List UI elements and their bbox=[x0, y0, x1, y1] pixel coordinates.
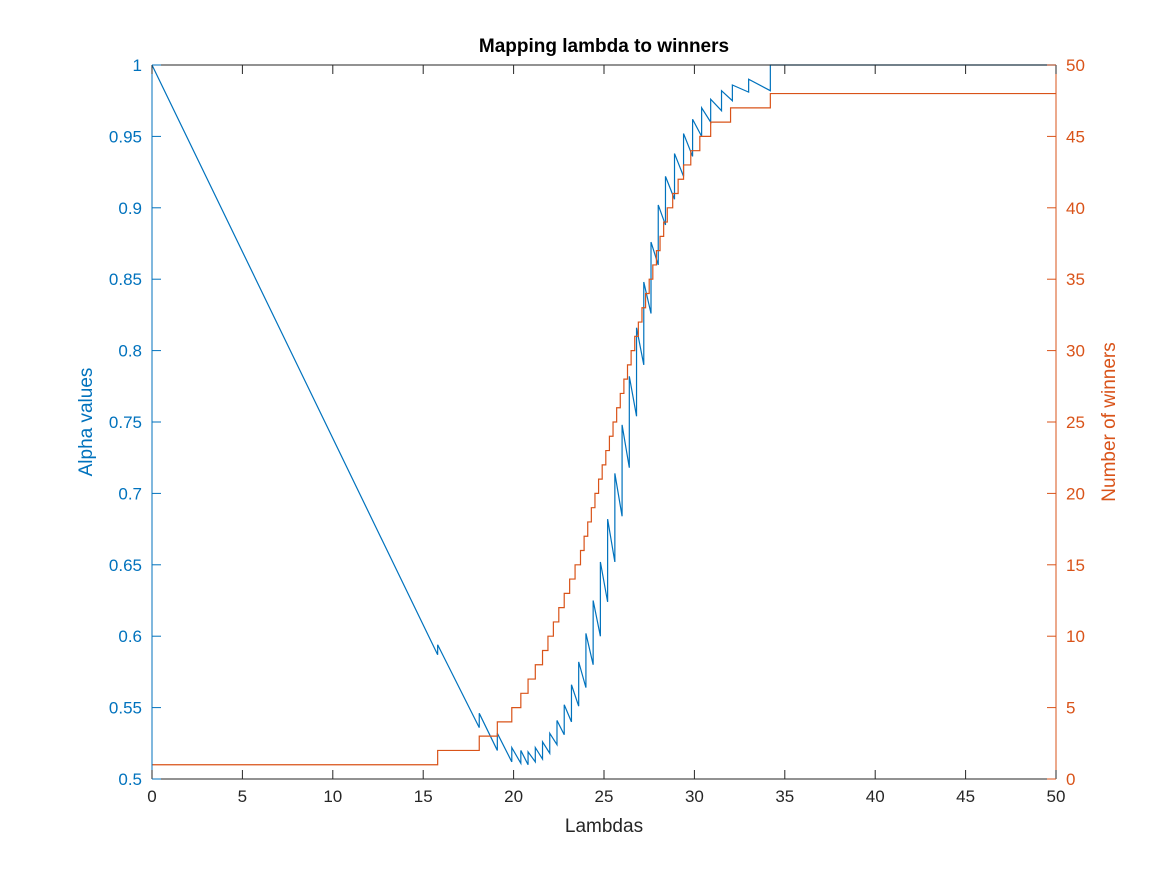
right-y-tick-label: 35 bbox=[1066, 270, 1085, 289]
left-y-tick-label: 1 bbox=[133, 56, 142, 75]
left-y-axis-label: Alpha values bbox=[76, 368, 97, 477]
x-tick-label: 40 bbox=[866, 787, 885, 806]
x-tick-label: 30 bbox=[685, 787, 704, 806]
right-y-axis-label: Number of winners bbox=[1099, 342, 1120, 501]
x-tick-label: 5 bbox=[238, 787, 247, 806]
right-y-tick-label: 20 bbox=[1066, 484, 1085, 503]
right-y-tick-label: 30 bbox=[1066, 342, 1085, 361]
series-line-alpha-values bbox=[151, 64, 1056, 766]
left-y-tick-label: 0.6 bbox=[118, 627, 142, 646]
left-y-tick-label: 0.85 bbox=[109, 270, 142, 289]
right-y-tick-label: 40 bbox=[1066, 199, 1085, 218]
ticks-layer: 0 5 10 15 20 25 30 35 40 45 500.50.550.60.650.70.7… bbox=[109, 56, 1085, 806]
left-y-tick-label: 0.95 bbox=[109, 127, 142, 146]
x-tick-label: 25 bbox=[595, 787, 614, 806]
right-y-tick-label: 50 bbox=[1066, 56, 1085, 75]
x-tick-label: 35 bbox=[775, 787, 794, 806]
left-y-tick-label: 0.8 bbox=[118, 342, 142, 361]
right-y-tick-label: 45 bbox=[1066, 127, 1085, 146]
chart-title: Mapping lambda to winners bbox=[479, 36, 729, 57]
x-tick-label: 50 bbox=[1047, 787, 1066, 806]
plot-background bbox=[152, 65, 1056, 779]
x-tick-label: 10 bbox=[323, 787, 342, 806]
x-tick-label: 45 bbox=[956, 787, 975, 806]
x-axis-label: Lambdas bbox=[565, 816, 643, 837]
plot-area bbox=[152, 65, 1056, 779]
series-layer bbox=[151, 64, 1056, 766]
right-y-tick-label: 5 bbox=[1066, 699, 1075, 718]
series-line-number-of-winners bbox=[152, 92, 1056, 766]
left-y-tick-label: 0.5 bbox=[118, 770, 142, 789]
left-y-tick-label: 0.9 bbox=[118, 199, 142, 218]
x-tick-label: 20 bbox=[504, 787, 523, 806]
right-y-tick-label: 0 bbox=[1066, 770, 1075, 789]
left-y-tick-label: 0.65 bbox=[109, 556, 142, 575]
left-y-tick-label: 0.55 bbox=[109, 699, 142, 718]
right-y-tick-label: 10 bbox=[1066, 627, 1085, 646]
left-y-tick-label: 0.75 bbox=[109, 413, 142, 432]
x-tick-label: 0 bbox=[147, 787, 156, 806]
x-tick-label: 15 bbox=[414, 787, 433, 806]
right-y-tick-label: 15 bbox=[1066, 556, 1085, 575]
left-y-tick-label: 0.7 bbox=[118, 484, 142, 503]
right-y-tick-label: 25 bbox=[1066, 413, 1085, 432]
